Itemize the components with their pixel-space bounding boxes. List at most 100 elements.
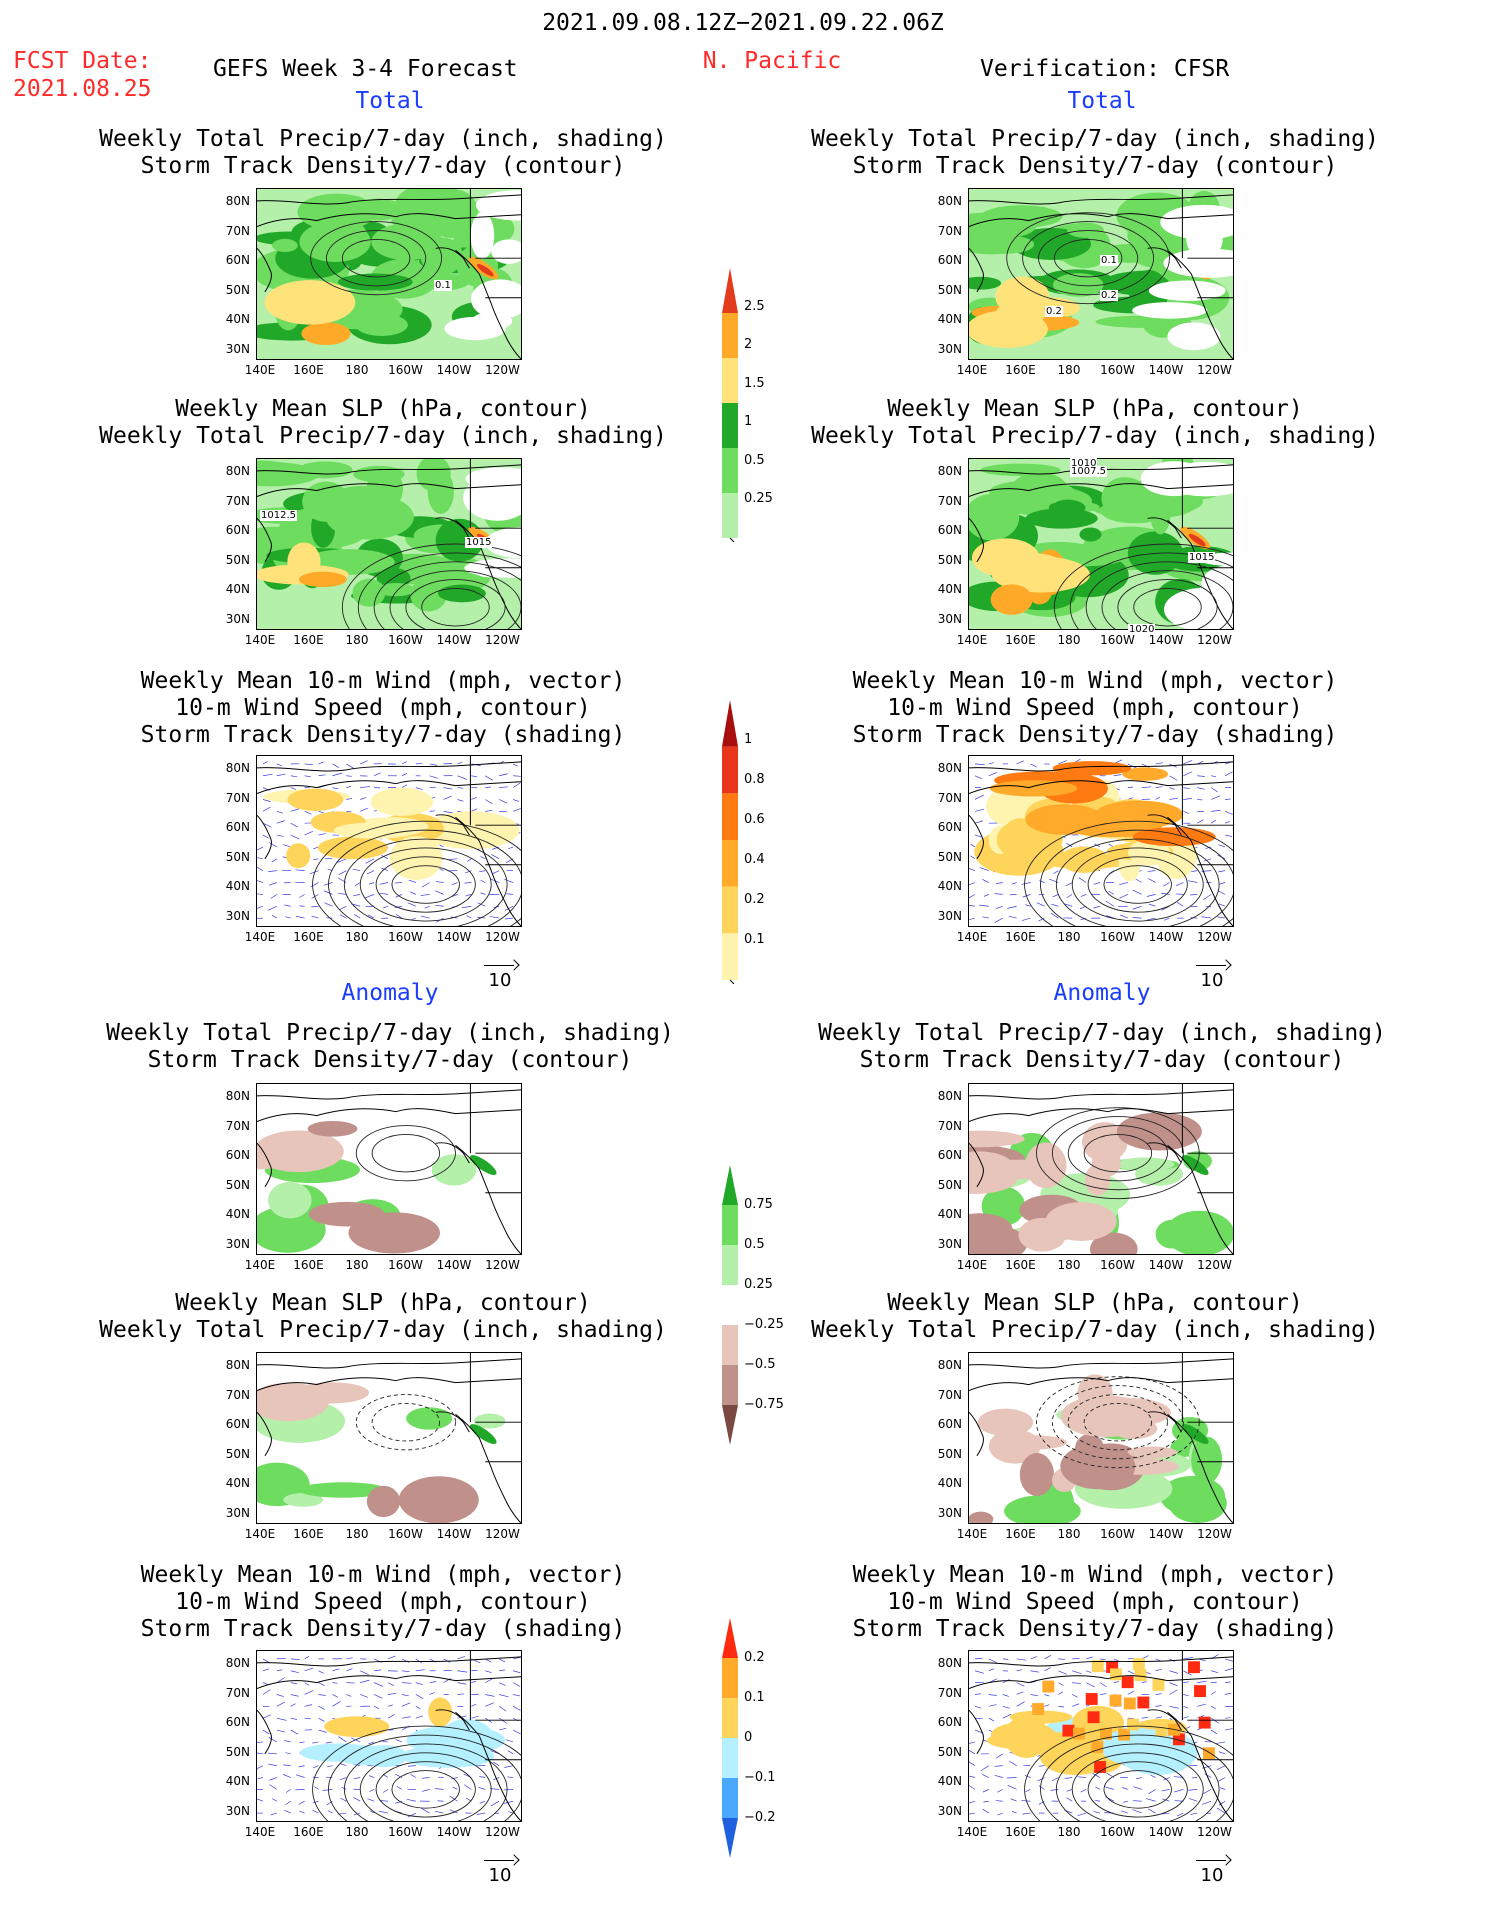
colorbar-segment: [722, 746, 738, 794]
shading-blob: [474, 1413, 506, 1429]
title-p5-right: Weekly Mean SLP (hPa, contour) Weekly Tot…: [811, 1290, 1379, 1343]
lat-label: 50N: [225, 282, 250, 297]
lon-label: 160E: [293, 363, 324, 377]
colorbar-label: 0.75: [744, 1197, 773, 1212]
shading-blob: [333, 822, 418, 839]
lat-label: 80N: [225, 194, 250, 208]
colorbar-segment: [722, 886, 738, 934]
storm-anomaly-cell: [1031, 1723, 1044, 1736]
colorbar-segment: [722, 1405, 738, 1445]
lat-label: 60N: [937, 1417, 962, 1431]
lon-label: 120W: [1197, 1825, 1232, 1839]
lon-label: 180: [1057, 363, 1081, 377]
lon-label: 140E: [956, 1825, 988, 1839]
lat-label: 50N: [937, 552, 962, 567]
colorbar-segment: [722, 840, 738, 887]
storm-anomaly-cell: [1032, 1703, 1045, 1715]
title-p4-right: Weekly Total Precip/7-day (inch, shading…: [818, 1020, 1386, 1073]
shading-blob: [1132, 302, 1208, 319]
colorbar-segment: [722, 1245, 738, 1285]
shading-blob: [1163, 248, 1233, 278]
shading-blob: [977, 1408, 1034, 1437]
contour-lines: [1006, 212, 1170, 305]
shading-blob: [1191, 1436, 1223, 1484]
title-p2-left: Weekly Mean SLP (hPa, contour) Weekly Tot…: [99, 396, 667, 449]
lat-label: 70N: [225, 1387, 250, 1402]
lon-label: 140W: [1148, 1258, 1184, 1272]
shading-blob: [1168, 1483, 1227, 1523]
colorbar-label: 0.1: [744, 932, 765, 947]
shading-blob: [370, 787, 434, 816]
shading-blob: [1194, 590, 1233, 629]
lat-label: 40N: [225, 582, 250, 596]
lon-label: 140E: [244, 363, 276, 377]
lon-label: 140E: [956, 1527, 988, 1541]
contour-label: 1020: [1128, 624, 1156, 635]
colorbar-segment: [722, 933, 738, 980]
lon-label: 160W: [388, 633, 423, 647]
shading-blob: [470, 212, 495, 259]
lon-label: 120W: [485, 1825, 520, 1839]
storm-anomaly-cell: [1072, 1727, 1085, 1740]
lon-label: 160E: [293, 633, 324, 647]
colorbar-label: −0.1: [744, 1770, 776, 1785]
coastline: [969, 1353, 1233, 1523]
lat-label: 60N: [225, 820, 250, 834]
map-panel-p6-right: [968, 1650, 1234, 1822]
lon-label: 180: [345, 1825, 369, 1839]
shading-blob: [335, 1745, 397, 1766]
coastline: [969, 1651, 1233, 1821]
shading-blob: [1127, 1446, 1178, 1459]
shading-blob: [996, 821, 1042, 858]
shading-blob: [1140, 461, 1208, 497]
map-panel-p5-left: [256, 1352, 522, 1524]
title-p6-left: Weekly Mean 10-m Wind (mph, vector) 10-m …: [140, 1562, 626, 1642]
colorbar-segment: [722, 1618, 738, 1658]
shading-blob: [1122, 767, 1169, 781]
colorbar-segment: [722, 313, 738, 358]
contour-label: 1012.5: [260, 510, 297, 521]
shading-blob: [317, 836, 388, 860]
lat-label: 60N: [225, 253, 250, 267]
title-p1-right: Weekly Total Precip/7-day (inch, shading…: [811, 126, 1379, 179]
lat-label: 80N: [937, 194, 962, 208]
contour-label: 1007.5: [1070, 466, 1107, 477]
colorbar-segment: [722, 493, 738, 538]
lon-label: 140E: [244, 633, 276, 647]
lat-label: 80N: [225, 1089, 250, 1103]
shading-blob: [297, 193, 377, 231]
storm-anomaly-cell: [1042, 1680, 1055, 1693]
lat-label: 30N: [225, 611, 250, 626]
lat-label: 60N: [937, 1715, 962, 1729]
shading-blob: [301, 322, 351, 346]
lat-label: 30N: [937, 611, 962, 626]
storm-anomaly-cell: [1091, 1740, 1104, 1753]
anomaly-maximum: [469, 1155, 497, 1175]
lat-label: 50N: [225, 1744, 250, 1759]
lon-label: 120W: [1197, 1527, 1232, 1541]
storm-anomaly-cell: [1121, 1676, 1134, 1689]
lat-label: 40N: [225, 312, 250, 326]
shading-blob: [376, 583, 416, 597]
lon-label: 160W: [1100, 1825, 1135, 1839]
lon-label: 140E: [956, 930, 988, 944]
colorbar-segment: [722, 1698, 738, 1738]
lon-label: 140E: [956, 363, 988, 377]
contour-lines: [312, 820, 521, 926]
shading-blob: [1025, 1142, 1067, 1189]
lat-label: 70N: [225, 1118, 250, 1133]
lat-label: 70N: [225, 493, 250, 508]
title-p2-right: Weekly Mean SLP (hPa, contour) Weekly Tot…: [811, 396, 1379, 449]
contour-lines: [312, 1725, 521, 1821]
lon-label: 140W: [436, 363, 472, 377]
colorbar-segment: [722, 1818, 738, 1858]
storm-anomaly-cell: [1188, 1661, 1200, 1674]
lon-label: 160E: [293, 1258, 324, 1272]
shading-blob: [1018, 1217, 1067, 1252]
lat-label: 30N: [225, 908, 250, 923]
storm-anomaly-cell: [1094, 1761, 1107, 1773]
lat-label: 40N: [937, 1207, 962, 1221]
shading-blob: [969, 1511, 994, 1523]
anomaly-maximum: [469, 1424, 497, 1444]
title-p6-right: Weekly Mean 10-m Wind (mph, vector) 10-m …: [852, 1562, 1338, 1642]
